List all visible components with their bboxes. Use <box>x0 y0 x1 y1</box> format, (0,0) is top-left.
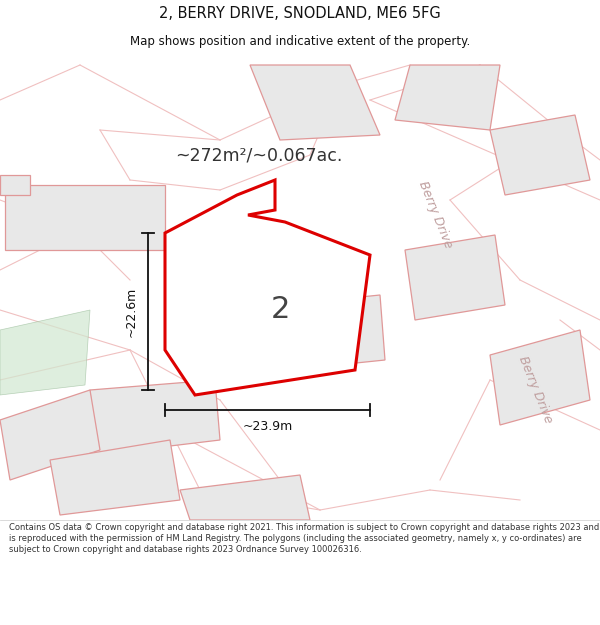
Polygon shape <box>0 175 30 195</box>
Text: ~272m²/~0.067ac.: ~272m²/~0.067ac. <box>175 146 343 164</box>
Text: 2, BERRY DRIVE, SNODLAND, ME6 5FG: 2, BERRY DRIVE, SNODLAND, ME6 5FG <box>159 6 441 21</box>
Text: Berry Drive: Berry Drive <box>416 179 454 251</box>
Text: Contains OS data © Crown copyright and database right 2021. This information is : Contains OS data © Crown copyright and d… <box>9 523 599 554</box>
Polygon shape <box>0 390 100 480</box>
Polygon shape <box>90 380 220 455</box>
Text: 2: 2 <box>271 296 290 324</box>
Polygon shape <box>490 115 590 195</box>
Text: ~22.6m: ~22.6m <box>125 286 138 337</box>
Text: Map shows position and indicative extent of the property.: Map shows position and indicative extent… <box>130 35 470 48</box>
Polygon shape <box>250 65 380 140</box>
Polygon shape <box>235 295 385 375</box>
Polygon shape <box>490 330 590 425</box>
Text: Berry Drive: Berry Drive <box>515 354 554 426</box>
Polygon shape <box>50 440 180 515</box>
Polygon shape <box>180 475 310 520</box>
Polygon shape <box>395 65 500 130</box>
Polygon shape <box>0 310 90 395</box>
Text: ~23.9m: ~23.9m <box>242 420 293 433</box>
Polygon shape <box>5 185 165 250</box>
Polygon shape <box>165 180 370 395</box>
Polygon shape <box>405 235 505 320</box>
